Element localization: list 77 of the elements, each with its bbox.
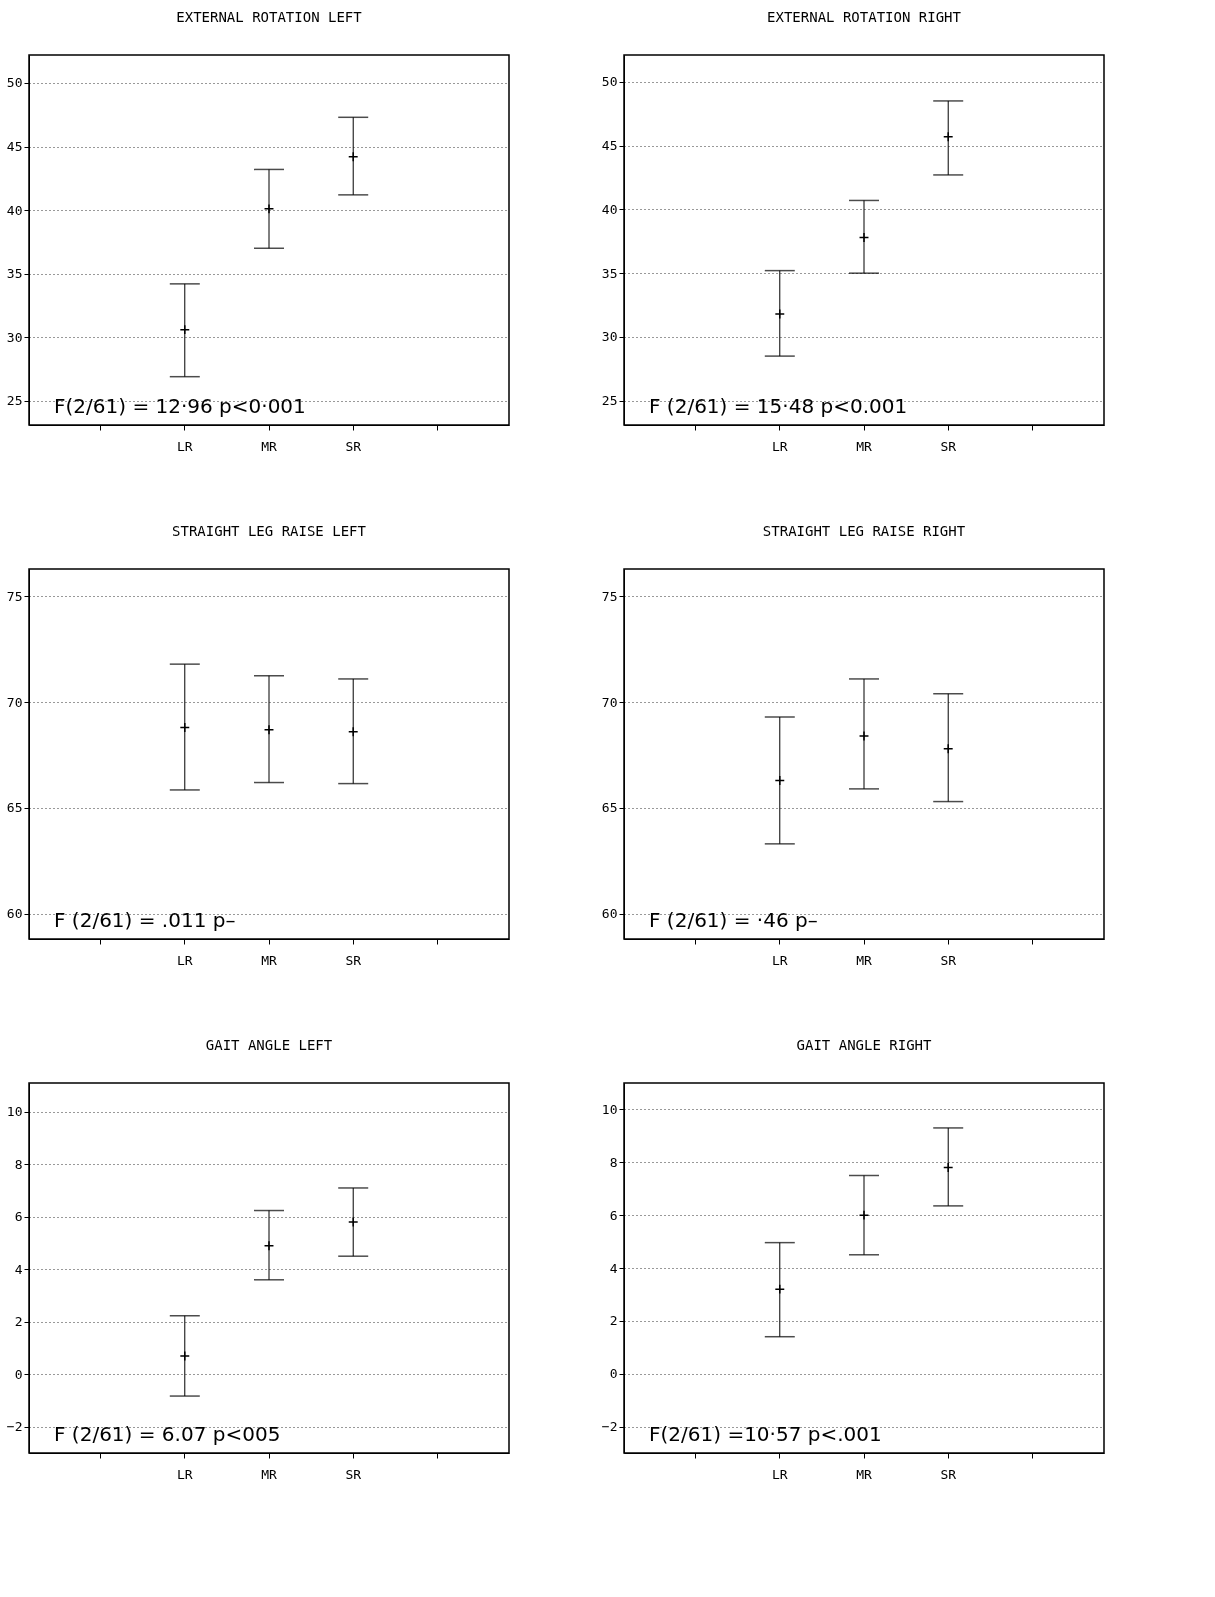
annotation: F (2/61) = .011 p– — [54, 908, 236, 932]
annotation: F (2/61) = 15·48 p<0.001 — [649, 394, 908, 418]
x-tick-label: SR — [345, 438, 362, 454]
x-tick-label: MR — [261, 952, 277, 968]
point — [263, 203, 275, 215]
y-tick-label: 75 — [6, 588, 23, 604]
y-tick-label: 50 — [601, 74, 618, 90]
x-tick-label: SR — [940, 438, 957, 454]
y-tick-label: 8 — [609, 1154, 618, 1170]
point — [774, 775, 786, 786]
chart-title: STRAIGHT LEG RAISE RIGHT — [762, 523, 966, 539]
chart-title: EXTERNAL ROTATION RIGHT — [767, 9, 962, 25]
chart-title: GAIT ANGLE LEFT — [205, 1037, 333, 1053]
y-tick-label: 45 — [601, 138, 618, 154]
x-tick-label: MR — [856, 1466, 872, 1482]
y-tick-label: 4 — [609, 1260, 618, 1276]
x-tick-label: MR — [856, 438, 872, 454]
y-tick-label: 30 — [6, 329, 23, 345]
point — [942, 1162, 954, 1173]
point — [942, 131, 954, 142]
point — [347, 1216, 359, 1228]
point — [774, 308, 786, 320]
y-tick-label: 2 — [609, 1313, 618, 1329]
annotation: F(2/61) =10·57 p<.001 — [649, 1422, 882, 1446]
y-tick-label: 45 — [6, 139, 23, 155]
y-tick-label: 35 — [6, 266, 23, 282]
y-tick-label: 65 — [6, 800, 23, 816]
point — [942, 743, 954, 754]
y-tick-label: 25 — [6, 393, 23, 409]
y-tick-label: 0 — [609, 1366, 618, 1382]
y-tick-label: 40 — [6, 202, 23, 218]
y-tick-label: 0 — [14, 1366, 23, 1382]
x-tick-label: LR — [771, 1466, 788, 1482]
annotation: F(2/61) = 12·96 p<0·001 — [54, 394, 306, 418]
y-tick-label: 10 — [6, 1104, 23, 1120]
x-tick-label: LR — [771, 952, 788, 968]
annotation: F (2/61) = ·46 p– — [649, 908, 818, 932]
x-tick-label: LR — [176, 952, 193, 968]
point — [858, 730, 870, 742]
point — [774, 1283, 786, 1295]
y-tick-label: 30 — [601, 329, 618, 345]
point — [179, 1350, 191, 1362]
x-tick-label: MR — [261, 438, 277, 454]
x-tick-label: SR — [940, 1466, 957, 1482]
y-tick-label: 70 — [6, 694, 23, 710]
x-tick-label: SR — [940, 952, 957, 968]
y-tick-label: 50 — [6, 75, 23, 91]
y-tick-label: 6 — [609, 1207, 618, 1223]
annotation: F (2/61) = 6.07 p<005 — [54, 1422, 281, 1446]
x-tick-label: LR — [176, 1466, 193, 1482]
point — [347, 151, 359, 162]
y-tick-label: 10 — [601, 1101, 618, 1117]
chart-title: EXTERNAL ROTATION LEFT — [176, 9, 363, 25]
y-tick-label: 60 — [601, 906, 618, 922]
point — [858, 1209, 870, 1221]
x-tick-label: LR — [771, 438, 788, 454]
y-tick-label: 35 — [601, 265, 618, 281]
y-tick-label: 75 — [601, 588, 618, 604]
x-tick-label: MR — [261, 1466, 277, 1482]
y-tick-label: 40 — [601, 201, 618, 217]
x-tick-label: SR — [345, 1466, 362, 1482]
y-tick-label: 8 — [14, 1156, 23, 1172]
y-tick-label: 70 — [601, 694, 618, 710]
y-tick-label: 60 — [6, 906, 23, 922]
y-tick-label: −2 — [601, 1419, 618, 1435]
y-tick-label: 65 — [601, 800, 618, 816]
x-tick-label: LR — [176, 438, 193, 454]
x-tick-label: SR — [345, 952, 362, 968]
y-tick-label: 25 — [601, 393, 618, 409]
y-tick-label: 2 — [14, 1314, 23, 1330]
y-tick-label: 4 — [14, 1261, 23, 1277]
y-tick-label: −2 — [6, 1419, 23, 1435]
y-tick-label: 6 — [14, 1209, 23, 1225]
chart-title: GAIT ANGLE RIGHT — [796, 1037, 932, 1053]
point — [179, 324, 191, 335]
chart-title: STRAIGHT LEG RAISE LEFT — [172, 523, 367, 539]
x-tick-label: MR — [856, 952, 872, 968]
